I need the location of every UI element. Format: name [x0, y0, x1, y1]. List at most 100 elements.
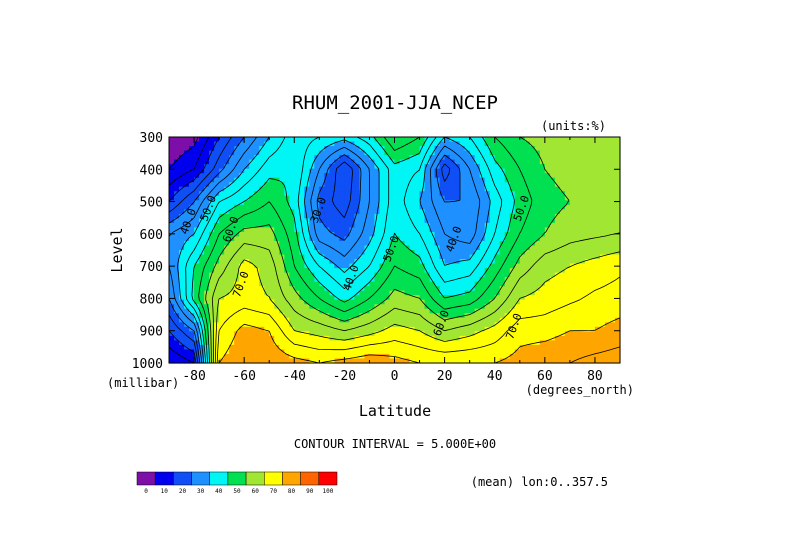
fill-cell: [549, 286, 556, 292]
fill-cell: [454, 272, 461, 278]
fill-cell: [604, 250, 611, 256]
fill-cell: [409, 353, 416, 360]
fill-cell: [239, 349, 245, 355]
contour-line: [214, 251, 621, 364]
fill-cell: [609, 236, 616, 242]
fill-cell: [229, 286, 235, 292]
fill-cell: [399, 141, 406, 147]
fill-cell: [599, 222, 606, 228]
fill-cell: [219, 146, 225, 152]
fill-cell: [584, 349, 591, 355]
fill-cell: [174, 254, 180, 260]
fill-cell: [174, 322, 180, 328]
fill-cell: [524, 245, 531, 251]
fill-cell: [244, 263, 250, 269]
fill-cell: [589, 218, 596, 224]
fill-cell: [444, 213, 451, 219]
fill-cell: [409, 204, 416, 210]
fill-cell: [479, 272, 486, 278]
fill-cell: [204, 168, 210, 174]
fill-cell: [529, 236, 536, 242]
fill-cell: [519, 281, 526, 287]
fill-cell: [609, 295, 616, 301]
fill-cell: [349, 137, 356, 143]
fill-cell: [604, 141, 611, 147]
fill-cell: [569, 335, 576, 341]
fill-cell: [319, 326, 325, 332]
fill-cell: [309, 340, 315, 346]
fill-cell: [499, 209, 506, 215]
fill-cell: [349, 263, 356, 269]
fill-cell: [599, 168, 606, 174]
fill-cell: [224, 137, 230, 143]
fill-cell: [594, 326, 601, 332]
fill-cell: [449, 137, 456, 143]
fill-cell: [469, 358, 476, 364]
fill-cell: [569, 290, 576, 296]
fill-cell: [299, 186, 305, 192]
fill-cell: [309, 353, 315, 360]
fill-cell: [214, 290, 220, 296]
fill-cell: [169, 186, 175, 192]
fill-cell: [444, 209, 451, 215]
fill-cell: [289, 164, 295, 170]
fill-cell: [474, 236, 481, 242]
fill-cell: [249, 168, 255, 174]
fill-cell: [364, 277, 371, 283]
fill-cell: [549, 245, 556, 251]
fill-cell: [589, 272, 596, 278]
fill-cell: [439, 304, 446, 310]
fill-cell: [559, 317, 566, 323]
fill-cell: [259, 222, 265, 228]
fill-cell: [584, 150, 591, 156]
fill-cell: [194, 213, 200, 219]
fill-cell: [544, 295, 551, 301]
fill-cell: [269, 313, 275, 319]
fill-cell: [424, 173, 431, 179]
fill-cell: [309, 137, 315, 143]
fill-cell: [274, 168, 280, 174]
fill-cell: [429, 213, 436, 219]
fill-cell: [554, 277, 561, 283]
fill-cell: [174, 177, 180, 183]
fill-cell: [574, 200, 581, 206]
fill-cell: [609, 254, 616, 260]
fill-cell: [559, 240, 566, 247]
fill-cell: [494, 268, 501, 274]
fill-cell: [354, 353, 361, 360]
fill-cell: [539, 245, 546, 251]
fill-cell: [279, 173, 285, 179]
fill-cell: [529, 150, 536, 156]
fill-cell: [284, 268, 290, 274]
fill-cell: [374, 358, 381, 364]
fill-cell: [394, 331, 401, 337]
fill-cell: [494, 281, 501, 287]
fill-cell: [524, 281, 531, 287]
fill-cell: [429, 137, 436, 143]
fill-cell: [544, 286, 551, 292]
fill-cell: [584, 268, 591, 274]
fill-cell: [304, 164, 310, 170]
fill-cell: [609, 331, 616, 337]
fill-cell: [174, 155, 180, 161]
fill-cell: [229, 290, 235, 296]
fill-cell: [219, 186, 225, 192]
fill-cell: [239, 308, 245, 314]
fill-cell: [174, 277, 180, 283]
fill-cell: [314, 322, 320, 328]
fill-cell: [374, 141, 381, 147]
fill-cell: [564, 335, 571, 341]
fill-cell: [359, 213, 366, 219]
fill-cell: [174, 349, 180, 355]
fill-cell: [539, 299, 546, 305]
fill-cell: [409, 177, 416, 183]
fill-cell: [394, 150, 401, 156]
fill-cell: [529, 340, 536, 346]
colorbar-swatch: [264, 471, 283, 486]
fill-cell: [259, 263, 265, 269]
fill-cell: [494, 200, 501, 206]
fill-cell: [479, 317, 486, 323]
fill-cell: [234, 263, 240, 269]
fill-cell: [339, 313, 345, 319]
fill-cell: [554, 344, 561, 351]
